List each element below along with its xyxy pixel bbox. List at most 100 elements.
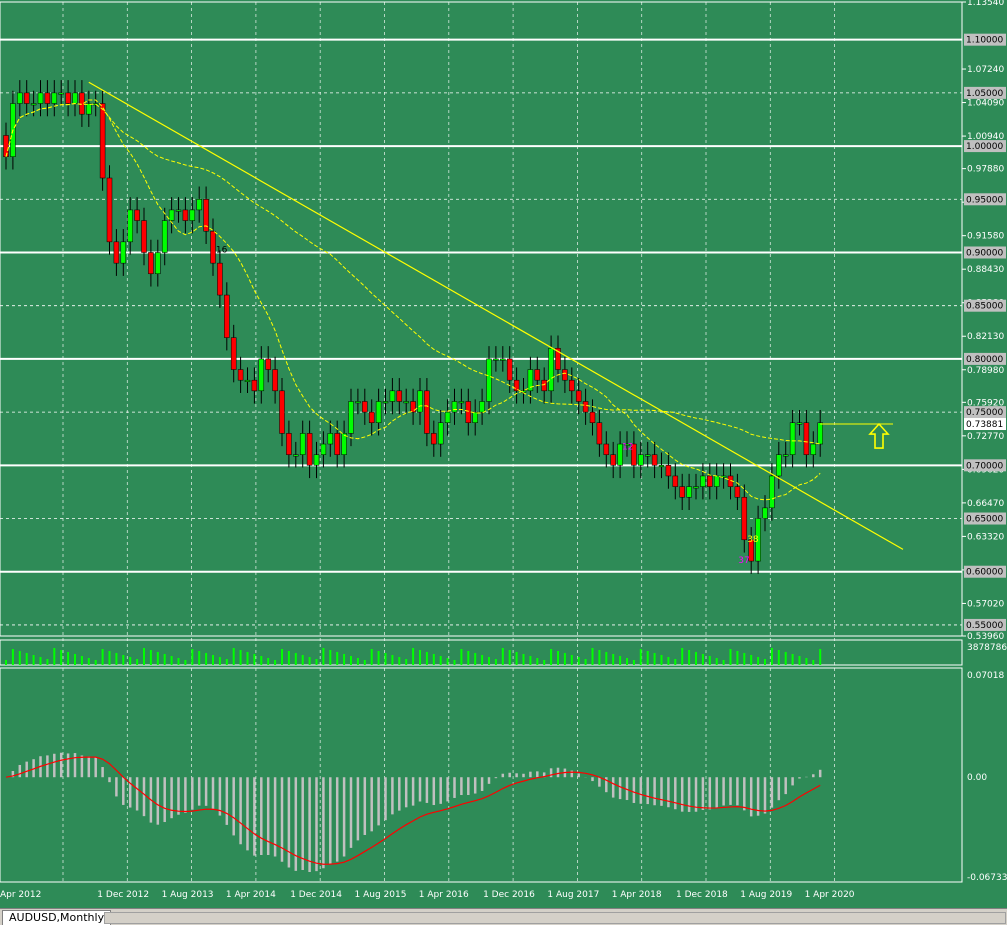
x-tick-label: 1 Aug 2019 xyxy=(740,890,792,900)
macd-bottom-label: -0.067334 xyxy=(967,873,1007,883)
level-label-box xyxy=(964,299,1006,312)
level-label: 0.55000 xyxy=(966,621,1003,631)
level-label: 0.80000 xyxy=(966,355,1003,365)
candle-bear xyxy=(286,433,292,455)
x-tick-label: Apr 2012 xyxy=(0,890,41,900)
candle-bull xyxy=(17,92,23,104)
macd-pane xyxy=(0,667,963,883)
y-tick-label: 0.88430 xyxy=(967,265,1004,275)
candle-bear xyxy=(707,475,713,487)
candle-bull xyxy=(458,401,465,404)
candle-bull xyxy=(313,454,320,466)
level-label: 0.70000 xyxy=(966,461,1003,471)
x-tick-label: 1 Aug 2013 xyxy=(162,890,214,900)
candle-bear xyxy=(265,358,271,370)
moving-average-slow xyxy=(5,103,821,445)
candle-bear xyxy=(582,401,589,413)
candle-bull xyxy=(320,443,327,455)
candle-bear xyxy=(562,369,568,381)
candle-bull xyxy=(258,358,265,392)
candle-bull xyxy=(686,486,692,498)
candle-bull xyxy=(58,92,64,95)
candle-bear xyxy=(748,539,754,562)
up-arrow-icon xyxy=(868,422,890,449)
candle-bear xyxy=(79,92,85,115)
candle-bull xyxy=(548,348,554,392)
candle-bull xyxy=(161,220,168,253)
level-label: 1.05000 xyxy=(966,89,1003,99)
candle-bear xyxy=(230,337,237,370)
candle-bear xyxy=(23,92,30,104)
candle-bull xyxy=(299,433,306,455)
candle-bull xyxy=(486,358,492,402)
y-tick-label: 0.91580 xyxy=(967,232,1004,242)
candle-bull xyxy=(168,209,175,221)
candle-bull xyxy=(444,411,451,424)
price-pane xyxy=(0,1,963,637)
candle-bear xyxy=(306,433,313,466)
candle-bear xyxy=(803,422,810,455)
x-tick-label: 1 Aug 2015 xyxy=(355,890,407,900)
candle-bear xyxy=(251,379,258,392)
level-label-box xyxy=(964,565,1006,578)
level-label: 0.90000 xyxy=(966,248,1003,258)
wave-label: 38 xyxy=(747,535,759,545)
tab-scrollbar[interactable] xyxy=(104,912,1006,924)
level-label-box xyxy=(964,618,1006,631)
candle-bull xyxy=(196,199,202,211)
candle-bear xyxy=(555,348,561,370)
level-label-box xyxy=(964,246,1006,259)
level-label-box xyxy=(964,193,1006,206)
candle-bear xyxy=(203,199,209,232)
y-tick-label: 0.82130 xyxy=(967,332,1004,342)
symbol-tab-bar: AUDUSD,Monthly xyxy=(0,908,1007,925)
candle-bear xyxy=(631,443,637,466)
candle-bull xyxy=(348,401,354,434)
candle-bull xyxy=(175,209,182,212)
candle-bear xyxy=(651,454,658,466)
candle-bear xyxy=(210,230,216,264)
candle-bull xyxy=(389,390,396,402)
candle-bull xyxy=(810,443,817,455)
volume-pane xyxy=(0,639,963,666)
macd-signal-line xyxy=(5,756,821,865)
candle-bear xyxy=(465,401,472,424)
level-label-box xyxy=(964,140,1006,153)
x-tick-label: 1 Dec 2012 xyxy=(97,890,149,900)
candle-bull xyxy=(713,475,720,487)
candle-bear xyxy=(410,401,416,413)
candle-bear xyxy=(141,220,147,253)
candle-bull xyxy=(155,252,161,275)
candle-bull xyxy=(638,454,644,466)
candle-bull xyxy=(817,422,823,445)
wave-label: 12 xyxy=(622,442,633,452)
candle-bear xyxy=(534,369,541,381)
y-tick-label: 1.00940 xyxy=(967,132,1004,142)
candle-bear xyxy=(741,496,748,541)
candle-bear xyxy=(334,433,340,455)
candle-bull xyxy=(437,422,444,445)
candle-bear xyxy=(596,422,603,445)
level-label: 1.10000 xyxy=(966,36,1003,46)
y-tick-label: 0.63320 xyxy=(967,532,1004,542)
candle-bull xyxy=(658,465,665,468)
candle-bull xyxy=(617,443,623,466)
y-tick-label: 0.97880 xyxy=(967,165,1004,175)
level-label: 0.60000 xyxy=(966,568,1003,578)
level-label: 1.00000 xyxy=(966,142,1003,152)
candle-bear xyxy=(113,241,120,264)
candle-bull xyxy=(382,401,389,404)
wave-label: 16 xyxy=(216,245,228,255)
x-tick-label: 1 Dec 2016 xyxy=(483,890,535,900)
candle-bull xyxy=(327,433,334,445)
macd-top-label: 0.07018 xyxy=(967,671,1004,681)
candle-bull xyxy=(644,454,651,457)
candle-bull xyxy=(762,507,768,519)
candle-bull xyxy=(789,422,796,455)
y-tick-label: 1.04090 xyxy=(967,99,1004,109)
candle-bear xyxy=(106,177,113,243)
symbol-tab[interactable]: AUDUSD,Monthly xyxy=(2,910,112,925)
candle-bear xyxy=(224,294,230,338)
candle-bull xyxy=(479,401,485,413)
